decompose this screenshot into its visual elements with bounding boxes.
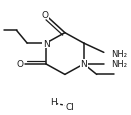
Text: N: N [43, 39, 49, 48]
Text: Cl: Cl [65, 102, 74, 111]
Text: NH₂: NH₂ [111, 50, 127, 59]
Text: NH₂: NH₂ [111, 60, 127, 69]
Text: O: O [17, 60, 24, 69]
Text: H: H [50, 97, 56, 106]
Text: N: N [80, 60, 87, 69]
Text: O: O [41, 10, 48, 19]
